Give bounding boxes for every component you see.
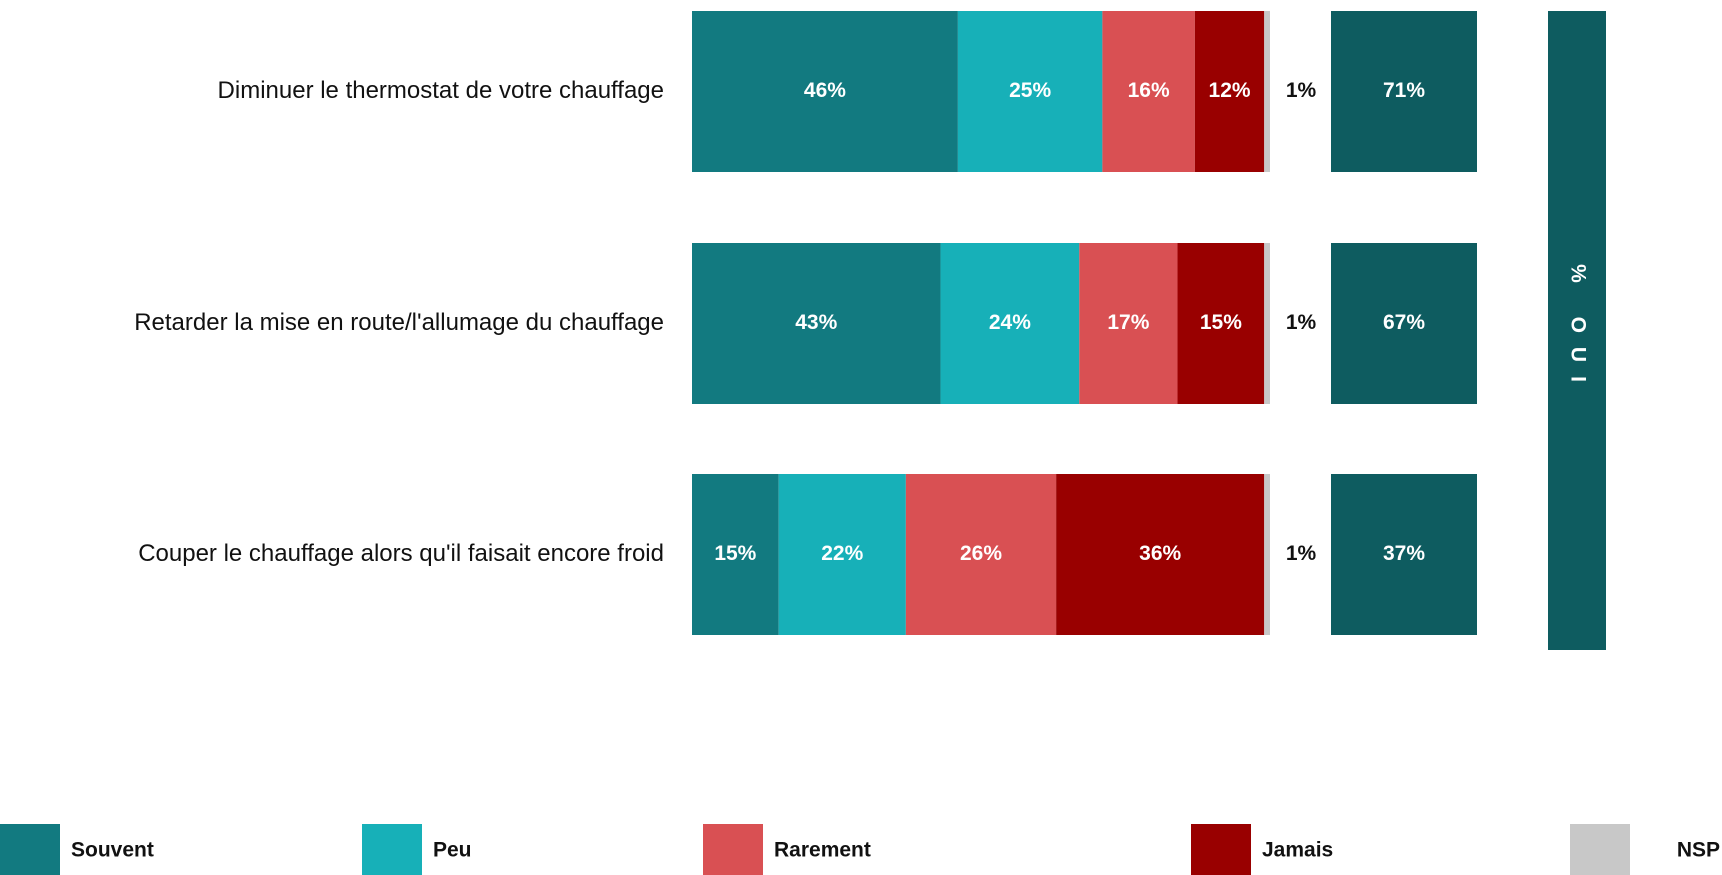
value-label: 25% — [1009, 79, 1051, 102]
value-label: 24% — [989, 311, 1031, 334]
value-label: 22% — [821, 542, 863, 565]
legend-swatch — [703, 824, 763, 875]
value-label: 17% — [1107, 311, 1149, 334]
value-label: 46% — [804, 79, 846, 102]
bar-segment — [1194, 11, 1265, 172]
total-box — [1331, 243, 1477, 404]
bar-segment — [1102, 11, 1195, 172]
total-box — [1331, 474, 1477, 635]
value-label: 1% — [1286, 79, 1317, 102]
bar-segment — [1177, 243, 1265, 404]
totals-band — [1548, 11, 1606, 650]
category-label: Retarder la mise en route/l'allumage du … — [134, 309, 664, 336]
bar-segment — [692, 474, 779, 635]
bar-segment — [957, 11, 1103, 172]
legend-swatch — [362, 824, 422, 875]
total-label: 71% — [1383, 79, 1425, 102]
total-label: 37% — [1383, 542, 1425, 565]
legend-label: Jamais — [1262, 839, 1333, 862]
legend-label: NSP — [1677, 839, 1720, 862]
value-label: 26% — [960, 542, 1002, 565]
total-label: 67% — [1383, 311, 1425, 334]
value-label: 15% — [714, 542, 756, 565]
value-label: 1% — [1286, 311, 1317, 334]
bar-segment — [1056, 474, 1265, 635]
bar-segment — [692, 11, 958, 172]
bar-segment — [1264, 243, 1270, 404]
value-label: 15% — [1200, 311, 1242, 334]
bar-segment — [692, 243, 941, 404]
bar-segment — [1264, 474, 1270, 635]
value-label: 12% — [1209, 79, 1251, 102]
bar-segment — [1264, 11, 1270, 172]
legend-label: Peu — [433, 839, 472, 862]
legend-swatch — [0, 824, 60, 875]
value-label: 16% — [1128, 79, 1170, 102]
bar-segment — [940, 243, 1080, 404]
legend-swatch — [1570, 824, 1630, 875]
category-label: Diminuer le thermostat de votre chauffag… — [218, 77, 664, 104]
value-label: 36% — [1139, 542, 1181, 565]
legend-label: Souvent — [71, 839, 154, 862]
value-label: 1% — [1286, 542, 1317, 565]
bar-segment — [905, 474, 1057, 635]
legend-label: Rarement — [774, 839, 871, 862]
category-label: Couper le chauffage alors qu'il faisait … — [138, 540, 664, 567]
bar-segment — [1079, 243, 1178, 404]
bar-segment — [778, 474, 906, 635]
total-box — [1331, 11, 1477, 172]
legend-swatch — [1191, 824, 1251, 875]
totals-title: % OUI — [1566, 264, 1589, 396]
value-label: 43% — [795, 311, 837, 334]
